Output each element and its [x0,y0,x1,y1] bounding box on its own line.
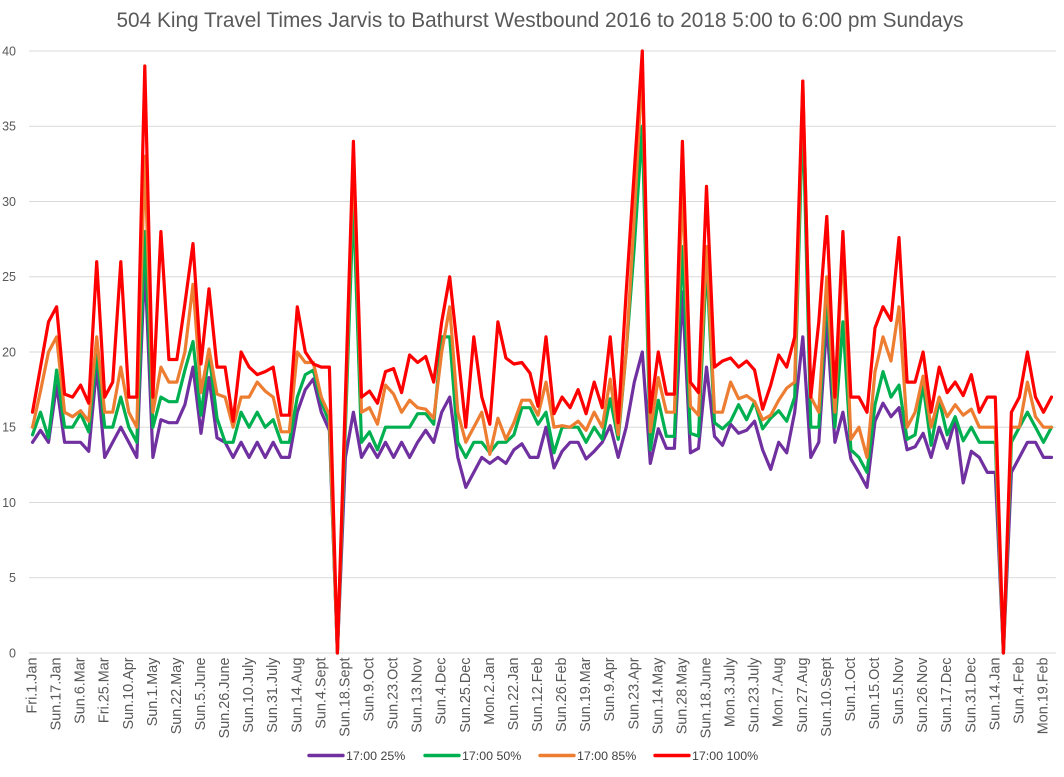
svg-text:Sun.4.Sept: Sun.4.Sept [313,658,329,729]
svg-text:25: 25 [2,270,16,284]
svg-text:Sun.18.June: Sun.18.June [699,658,715,739]
svg-text:Sun.18.Sept: Sun.18.Sept [337,658,353,737]
svg-text:Sun.22.Jan: Sun.22.Jan [506,658,522,731]
svg-text:Fri.25.Mar: Fri.25.Mar [97,657,113,723]
svg-text:Sun.26.Feb: Sun.26.Feb [554,658,570,732]
svg-text:Sun.10.Sept: Sun.10.Sept [819,658,835,737]
svg-text:Sun.4.Dec: Sun.4.Dec [434,658,450,725]
svg-text:Sun.10.Apr: Sun.10.Apr [121,657,137,729]
svg-text:17:00 85%: 17:00 85% [577,749,636,763]
svg-text:Sun.26.Nov: Sun.26.Nov [915,657,931,733]
svg-text:Sun.25.Dec: Sun.25.Dec [458,658,474,733]
svg-text:0: 0 [9,646,16,660]
svg-text:Sun.4.Feb: Sun.4.Feb [1011,658,1027,724]
svg-text:Mon.7.Aug: Mon.7.Aug [771,658,787,728]
svg-text:Sun.22.May: Sun.22.May [169,657,185,735]
svg-text:Sun.28.May: Sun.28.May [674,657,690,735]
svg-text:15: 15 [2,421,16,435]
svg-text:Sun.19.Mar: Sun.19.Mar [578,657,594,732]
svg-text:Sun.23.July: Sun.23.July [747,657,763,733]
svg-text:Sun.26.June: Sun.26.June [217,658,233,739]
svg-text:Sun.14.Jan: Sun.14.Jan [987,658,1003,731]
svg-text:504 King Travel Times Jarvis t: 504 King Travel Times Jarvis to Bathurst… [116,9,963,32]
svg-text:Sun.14.May: Sun.14.May [650,657,666,735]
svg-text:Mon.3.July: Mon.3.July [723,657,739,727]
svg-text:5: 5 [9,571,16,585]
svg-text:Sun.14.Aug: Sun.14.Aug [289,658,305,733]
svg-text:Sun.12.Feb: Sun.12.Feb [530,658,546,732]
svg-text:Sun.31.Dec: Sun.31.Dec [963,658,979,733]
svg-text:Sun.15.Oct: Sun.15.Oct [867,658,883,730]
svg-text:Sun.5.Nov: Sun.5.Nov [891,657,907,725]
svg-text:17:00 50%: 17:00 50% [462,749,521,763]
svg-text:17:00 100%: 17:00 100% [692,749,758,763]
svg-text:20: 20 [2,345,16,359]
svg-text:30: 30 [2,195,16,209]
svg-text:Sun.17.Dec: Sun.17.Dec [939,658,955,733]
svg-text:Sun.23.Apr: Sun.23.Apr [626,657,642,729]
svg-text:Sun.17.Jan: Sun.17.Jan [49,658,65,731]
svg-text:40: 40 [2,44,16,58]
svg-text:17:00 25%: 17:00 25% [346,749,405,763]
svg-text:Sun.6.Mar: Sun.6.Mar [73,657,89,724]
svg-text:10: 10 [2,496,16,510]
svg-text:Sun.31.July: Sun.31.July [265,657,281,733]
svg-text:Sun.1.May: Sun.1.May [145,657,161,727]
svg-text:Fri.1.Jan: Fri.1.Jan [25,658,41,714]
svg-text:Sun.10.July: Sun.10.July [241,657,257,733]
svg-text:Sun.13.Nov: Sun.13.Nov [410,657,426,733]
svg-text:Sun.27.Aug: Sun.27.Aug [795,658,811,733]
svg-text:Sun.1.Oct: Sun.1.Oct [843,658,859,722]
svg-text:35: 35 [2,120,16,134]
svg-text:Mon.2.Jan: Mon.2.Jan [482,658,498,725]
svg-text:Mon.19.Feb: Mon.19.Feb [1036,658,1052,735]
svg-text:Sun.9.Apr: Sun.9.Apr [602,657,618,721]
svg-text:Sun.23.Oct: Sun.23.Oct [386,658,402,730]
svg-text:Sun.5.June: Sun.5.June [193,658,209,731]
svg-text:Sun.9.Oct: Sun.9.Oct [362,658,378,722]
